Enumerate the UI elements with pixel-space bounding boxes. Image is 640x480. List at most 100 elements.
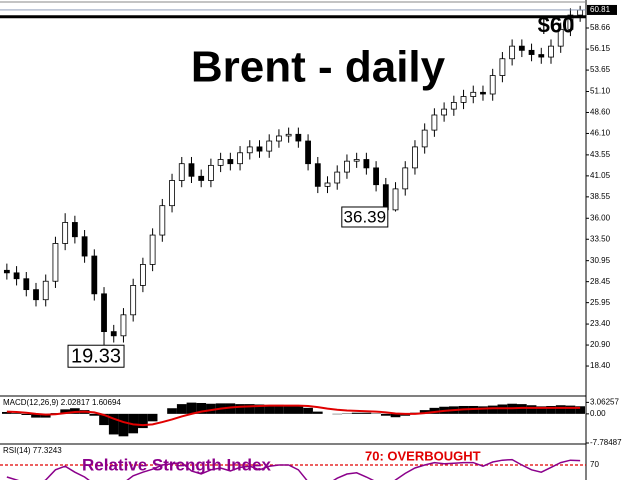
macd-bar bbox=[186, 402, 197, 414]
candle-body bbox=[305, 140, 311, 165]
macd-bar bbox=[478, 406, 488, 414]
y-tick-label: 18.40 bbox=[590, 361, 611, 370]
macd-bar bbox=[312, 411, 323, 414]
macd-bar bbox=[546, 405, 556, 414]
macd-bar bbox=[283, 405, 294, 414]
level-label: $60 bbox=[538, 13, 575, 38]
y-tick-label: 43.55 bbox=[590, 150, 611, 159]
y-tick-label: 58.66 bbox=[590, 23, 611, 32]
candle-body bbox=[227, 159, 234, 165]
candle-body bbox=[334, 171, 341, 184]
panel-title: MACD(12,26,9) 2.02817 1.60694 bbox=[3, 398, 121, 407]
candle-body bbox=[450, 102, 457, 110]
candle-body bbox=[314, 163, 321, 187]
price-tag-label: 60.81 bbox=[590, 5, 611, 14]
macd-bar bbox=[565, 405, 576, 414]
y-tick-label: 36.00 bbox=[590, 213, 611, 222]
candle-body bbox=[110, 331, 117, 337]
candle-body bbox=[373, 167, 379, 186]
candle-body bbox=[295, 133, 302, 142]
macd-bar bbox=[429, 407, 440, 414]
macd-bar bbox=[89, 413, 100, 416]
candle-body bbox=[91, 255, 98, 295]
candle-body bbox=[353, 159, 360, 162]
candle-body bbox=[52, 243, 59, 282]
candle-body bbox=[149, 234, 156, 265]
y-tick-label: 23.40 bbox=[590, 319, 611, 328]
macd-bar bbox=[40, 413, 51, 418]
low-box bbox=[67, 344, 125, 368]
candle-body bbox=[382, 184, 389, 211]
candle-body bbox=[528, 49, 535, 55]
candle-body bbox=[557, 28, 564, 47]
candle-body bbox=[499, 58, 506, 76]
rsi-line bbox=[6, 458, 581, 480]
y-tick-label: 53.65 bbox=[590, 65, 611, 74]
y-tick-label: 56.15 bbox=[590, 44, 611, 53]
macd-bar bbox=[60, 409, 71, 414]
macd-bar bbox=[264, 404, 275, 414]
y-tick-label: 33.50 bbox=[590, 234, 611, 243]
macd-bar bbox=[380, 413, 391, 416]
candle-body bbox=[42, 280, 49, 301]
y-tick-label: 46.10 bbox=[590, 129, 611, 138]
macd-bar bbox=[206, 403, 216, 414]
candle-body bbox=[217, 159, 224, 166]
y-tick-label: 70 bbox=[590, 460, 599, 469]
candle-body bbox=[159, 205, 166, 236]
chart-title: Brent - daily bbox=[191, 43, 446, 92]
candle-body bbox=[62, 222, 69, 244]
annotation: Relative Strength Index bbox=[82, 455, 271, 474]
macd-bar bbox=[351, 412, 362, 414]
y-tick-label: 51.10 bbox=[590, 87, 611, 96]
y-tick-label: 41.05 bbox=[590, 171, 611, 180]
candle-body bbox=[178, 163, 185, 181]
candle-body bbox=[421, 129, 428, 148]
macd-bar bbox=[2, 411, 12, 414]
macd-bar bbox=[274, 404, 284, 414]
macd-bar bbox=[419, 410, 430, 414]
candle-body bbox=[470, 91, 477, 97]
candle-body bbox=[402, 167, 409, 190]
candle-body bbox=[363, 159, 370, 169]
candle-body bbox=[548, 45, 554, 58]
price-tag bbox=[587, 4, 617, 15]
macd-bar bbox=[536, 406, 547, 414]
macd-bar bbox=[244, 404, 255, 414]
candle-body bbox=[101, 293, 107, 333]
candle-body bbox=[392, 188, 399, 211]
candle-body bbox=[577, 9, 584, 16]
candle-body bbox=[130, 285, 137, 316]
macd-bar bbox=[575, 406, 585, 414]
candle-body bbox=[431, 114, 438, 131]
candle-body bbox=[120, 314, 127, 337]
y-tick-label: 28.45 bbox=[590, 277, 611, 286]
candle-body bbox=[480, 91, 486, 95]
candle-body bbox=[33, 289, 39, 301]
candle-body bbox=[256, 146, 263, 152]
candle-body bbox=[509, 45, 516, 60]
macd-bar bbox=[555, 405, 566, 414]
low-box bbox=[341, 206, 389, 228]
y-tick-label: 38.55 bbox=[590, 192, 611, 201]
macd-bar bbox=[361, 412, 372, 414]
candle-body bbox=[71, 222, 78, 238]
macd-bar bbox=[196, 402, 207, 414]
macd-bar bbox=[487, 405, 498, 414]
candle-body bbox=[285, 133, 292, 137]
candle-body bbox=[139, 264, 146, 286]
macd-bar bbox=[11, 413, 22, 414]
candle-body bbox=[13, 272, 20, 280]
candle-body bbox=[460, 96, 467, 103]
annotation: 70: OVERBOUGHT bbox=[365, 448, 481, 463]
macd-bar bbox=[108, 413, 119, 435]
candle-body bbox=[208, 164, 214, 181]
y-tick-label: 30.95 bbox=[590, 256, 611, 265]
candle-body bbox=[198, 175, 205, 181]
candle-body bbox=[538, 54, 545, 58]
y-tick-label: 20.90 bbox=[590, 340, 611, 349]
panel-title: RSI(14) 77.3243 bbox=[3, 446, 62, 455]
macd-bar bbox=[516, 404, 527, 414]
